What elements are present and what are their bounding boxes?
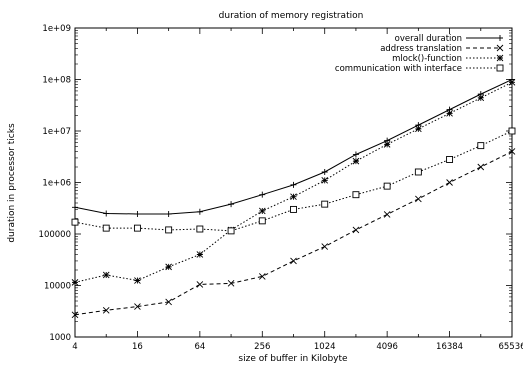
data-point (228, 201, 235, 208)
data-point (446, 179, 453, 186)
data-point (508, 127, 516, 135)
y-tick-label: 1000 (49, 333, 71, 343)
data-point (71, 279, 79, 286)
series-line (74, 130, 513, 232)
data-point (102, 306, 110, 314)
data-point (258, 273, 266, 280)
data-point (259, 191, 266, 198)
x-axis-label: size of buffer in Kilobyte (238, 354, 348, 364)
series-communication-with-interface (71, 127, 516, 235)
data-point (383, 211, 391, 218)
data-point (227, 280, 235, 287)
y-tick-label: 100000 (39, 230, 71, 240)
data-point (134, 303, 141, 310)
data-point (165, 298, 172, 306)
y-tick-label: 1e+06 (42, 179, 71, 189)
data-point (133, 224, 141, 232)
series-overall-duration (72, 76, 515, 217)
x-tick-label: 65536 (498, 342, 523, 352)
data-point (258, 207, 266, 215)
x-tick-label: 256 (254, 342, 270, 352)
data-point (446, 110, 453, 117)
data-point (102, 224, 110, 232)
data-point (352, 157, 360, 165)
legend-marker (496, 54, 504, 62)
series-mlock-function (71, 79, 516, 286)
data-point (477, 163, 485, 171)
data-point (165, 263, 172, 271)
data-point (290, 181, 297, 188)
data-point (165, 210, 172, 217)
data-point (383, 141, 391, 148)
data-point (196, 225, 204, 233)
series-line (74, 151, 513, 316)
data-point (71, 218, 79, 226)
data-point (321, 177, 329, 184)
x-tick-label: 1024 (314, 342, 336, 352)
data-point (477, 94, 485, 102)
legend-label: overall duration (395, 34, 462, 44)
data-point (290, 205, 297, 213)
data-point (134, 277, 141, 284)
legend-label: address translation (380, 44, 462, 54)
x-tick-label: 16 (132, 342, 143, 352)
x-tick-label: 64 (194, 342, 205, 352)
data-point (508, 79, 516, 86)
data-point (290, 257, 297, 265)
data-point (321, 200, 329, 208)
x-tick-label: 4 (72, 342, 77, 352)
data-point (103, 210, 110, 217)
chart-title: duration of memory registration (219, 11, 364, 21)
data-point (72, 204, 78, 211)
data-point (352, 191, 360, 199)
series-address-translation (71, 148, 516, 319)
legend-marker (496, 64, 504, 72)
x-tick-label: 16384 (436, 342, 463, 352)
data-point (71, 311, 79, 319)
data-point (352, 226, 360, 234)
series-layer (71, 76, 516, 319)
y-tick-label: 10000 (44, 282, 71, 292)
x-axis: 4 16 64 256 1024 4096 16384 65536 (72, 28, 523, 352)
data-point (227, 227, 235, 235)
legend-marker (497, 35, 503, 41)
data-point (290, 193, 297, 201)
data-point (321, 168, 328, 175)
data-point (477, 142, 485, 150)
legend-label: mlock()-function (392, 54, 462, 64)
x-tick-label: 4096 (376, 342, 398, 352)
data-point (508, 148, 516, 155)
data-point (258, 217, 266, 225)
data-point (352, 151, 359, 158)
data-point (134, 210, 141, 217)
data-point (414, 168, 422, 176)
legend-label: communication with interface (335, 64, 462, 74)
data-point (102, 271, 110, 279)
legend-marker (496, 44, 504, 52)
data-point (196, 251, 204, 258)
data-point (196, 281, 204, 288)
y-tick-label: 1e+09 (42, 24, 71, 34)
data-point (165, 226, 173, 234)
y-tick-label: 1e+08 (42, 76, 71, 86)
data-point (446, 156, 454, 163)
y-axis: 1000 10000 100000 1e+06 1e+07 1e+08 1e+09 (39, 24, 512, 343)
y-axis-label: duration in processor ticks (7, 123, 17, 243)
data-point (383, 182, 391, 190)
y-tick-label: 1e+07 (42, 127, 71, 137)
data-point (415, 195, 422, 203)
data-point (415, 125, 422, 133)
data-point (196, 208, 203, 215)
data-point (321, 243, 329, 250)
